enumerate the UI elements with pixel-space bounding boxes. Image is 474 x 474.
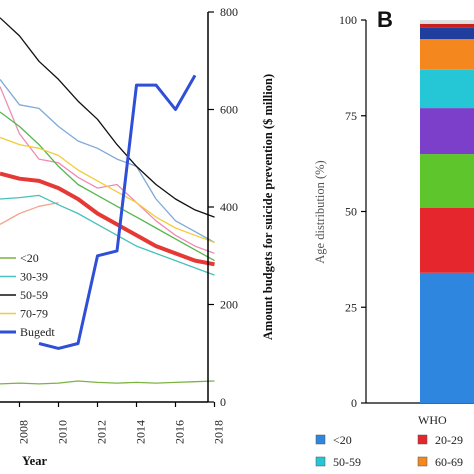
right-tick-label: 400	[220, 200, 238, 214]
right-tick-label: 0	[220, 395, 226, 409]
line-series-9	[38, 74, 197, 350]
b-legend-swatch	[315, 434, 326, 445]
line-series-1	[0, 201, 59, 225]
right-tick-label: 200	[220, 298, 238, 312]
panel-b-stacked-bar	[420, 20, 474, 403]
panel-b-label: B	[377, 7, 393, 32]
panel-b-label-bg	[375, 5, 403, 33]
legend-label: 50-59	[20, 288, 48, 302]
stacked-segment-1	[420, 207, 474, 273]
panel-a-right-axis-label: Amount budgets for suicide prevention ($…	[261, 74, 275, 340]
b-tick-label: 75	[345, 109, 357, 123]
panel-b-y-axis-label: Age distribution (%)	[313, 160, 327, 263]
x-tick-label: 2012	[95, 420, 109, 444]
right-tick-label: 600	[220, 103, 238, 117]
stacked-segment-3	[420, 108, 474, 155]
line-series-6	[0, 17, 215, 218]
stacked-segment-7	[420, 23, 474, 28]
right-tick-label: 800	[220, 5, 238, 19]
line-series-0	[0, 380, 215, 385]
panel-b-legend: <20 20-29 50-59 60-69	[315, 433, 463, 469]
b-legend-swatch	[417, 456, 428, 467]
panel-a: 0 200 400 600 800 2008 2010 2012 2014 2016 2018 Y…	[0, 5, 275, 468]
panel-a-legend: <20 30-39 50-59 70-79 Bugedt	[0, 251, 55, 339]
stacked-segment-8	[420, 20, 474, 24]
line-series-5	[0, 111, 215, 262]
panel-a-x-ticks: 2008 2010 2012 2014 2016 2018	[17, 402, 226, 444]
stacked-segment-4	[420, 69, 474, 109]
line-series-8	[0, 171, 215, 267]
panel-a-series	[0, 17, 215, 385]
b-legend-label: 60-69	[435, 455, 463, 469]
stacked-segment-0	[420, 272, 474, 403]
x-tick-label: 2016	[173, 420, 187, 444]
stacked-segment-6	[420, 27, 474, 40]
b-legend-label: 20-29	[435, 433, 463, 447]
b-legend-label: 50-59	[333, 455, 361, 469]
legend-label: 70-79	[20, 307, 48, 321]
line-series-2	[0, 194, 215, 276]
line-series-4	[0, 86, 215, 255]
stacked-segment-5	[420, 39, 474, 70]
b-legend-label: <20	[333, 433, 352, 447]
panel-a-x-axis-label: Year	[22, 454, 47, 468]
x-tick-label: 2018	[212, 420, 226, 444]
b-tick-label: 100	[339, 13, 357, 27]
legend-label: Bugedt	[20, 325, 55, 339]
stacked-segment-2	[420, 154, 474, 208]
b-tick-label: 50	[345, 205, 357, 219]
panel-b-y-ticks: 0 25 50 75 100	[339, 13, 366, 410]
legend-label: <20	[20, 251, 39, 265]
line-series-3	[0, 79, 215, 244]
b-legend-swatch	[315, 456, 326, 467]
panel-b: B 0 25 50 75 100 Age distribution (%) WHO <2…	[313, 5, 474, 469]
line-series-7	[0, 136, 215, 244]
panel-a-right-ticks: 0 200 400 600 800	[208, 5, 238, 409]
x-tick-label: 2010	[56, 420, 70, 444]
legend-label: 30-39	[20, 270, 48, 284]
x-tick-label: 2014	[134, 420, 148, 444]
x-tick-label: 2008	[17, 420, 31, 444]
b-tick-label: 25	[345, 300, 357, 314]
b-legend-swatch	[417, 434, 428, 445]
panel-b-category-label: WHO	[418, 413, 447, 427]
b-tick-label: 0	[351, 396, 357, 410]
